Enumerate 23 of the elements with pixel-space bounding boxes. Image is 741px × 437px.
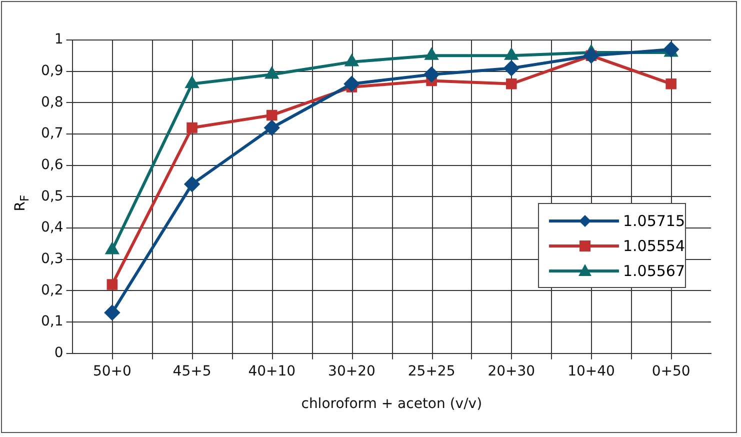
x-tick-label: 10+40 [568,363,615,380]
y-tick-label: 1 [54,32,64,48]
x-tick-label: 20+30 [488,363,536,380]
y-tick-label: 0,9 [41,62,64,79]
x-tick-label: 0+50 [652,363,690,380]
x-tick-label: 40+10 [248,363,296,380]
y-tick-label: 0 [54,345,64,362]
y-tick-label: 0,7 [41,126,64,142]
x-axis-title: chloroform + aceton (v/v) [301,396,482,412]
y-tick-label: 0,2 [41,282,64,298]
legend-label: 1.05715 [622,212,685,230]
y-tick-label: 0,6 [41,157,64,173]
x-tick-label: 50+0 [92,363,132,380]
x-tick-label: 30+20 [328,363,376,380]
y-tick-label: 0,4 [41,220,64,236]
y-tick-label: 0,8 [41,94,64,110]
legend-label: 1.05567 [622,262,685,280]
y-tick-label: 0,1 [41,314,64,330]
y-tick-label: 0,5 [41,188,64,204]
x-tick-label: 25+25 [408,363,456,380]
y-tick-label: 0,3 [41,251,64,268]
legend-label: 1.05554 [622,236,685,254]
x-tick-label: 45+5 [172,363,212,380]
